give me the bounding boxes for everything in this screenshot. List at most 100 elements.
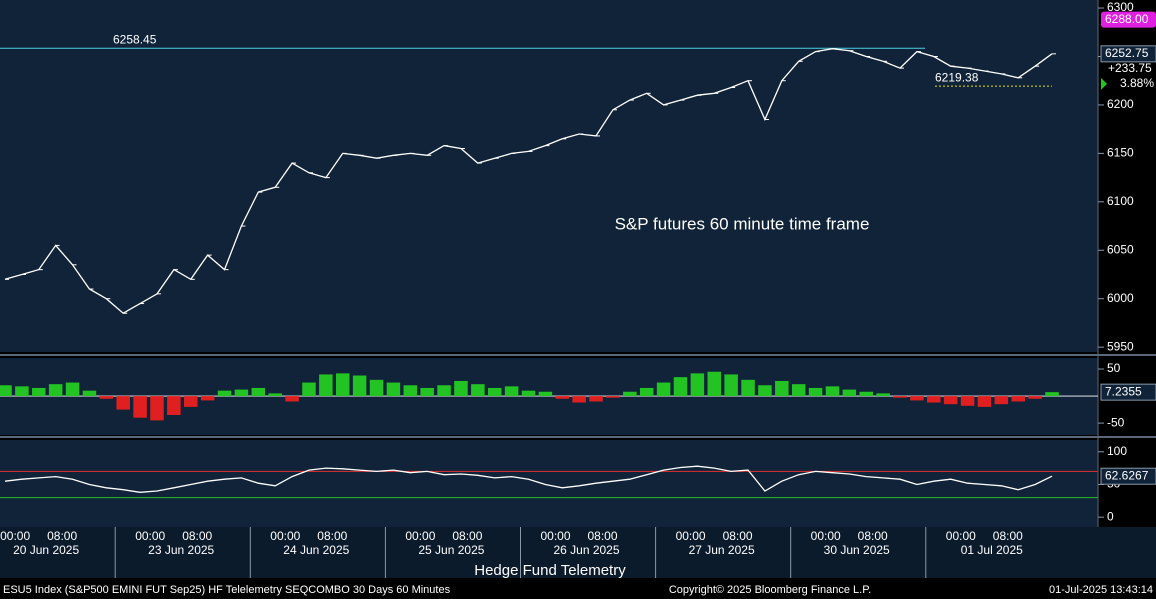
histogram-bar bbox=[825, 386, 840, 397]
x-date-label: 20 Jun 2025 bbox=[13, 543, 79, 557]
x-date-label: 27 Jun 2025 bbox=[689, 543, 755, 557]
y-tick-label: 5950 bbox=[1107, 339, 1134, 353]
histogram-bar bbox=[65, 382, 80, 397]
histogram-bar bbox=[994, 396, 1009, 405]
x-time-label: 08:00 bbox=[182, 529, 212, 543]
histogram-bar bbox=[200, 396, 215, 401]
histogram-bar bbox=[639, 387, 654, 397]
histogram-bar bbox=[133, 396, 147, 418]
histogram-bar bbox=[32, 387, 46, 397]
y-tick-label: 6100 bbox=[1107, 194, 1134, 208]
histogram-bar bbox=[48, 384, 63, 397]
histogram-bar bbox=[623, 391, 637, 397]
y-tick-label: 6200 bbox=[1107, 97, 1134, 111]
histogram-bar bbox=[758, 385, 772, 397]
footer-security: ESU5 Index (S&P500 EMINI FUT Sep25) HF T… bbox=[3, 584, 451, 596]
histogram-bar bbox=[859, 391, 873, 397]
price-tag-box bbox=[1101, 11, 1156, 28]
x-time-label: 00:00 bbox=[135, 529, 165, 543]
histogram-bar bbox=[741, 379, 755, 397]
histogram-bar bbox=[167, 396, 181, 415]
histogram-bar bbox=[673, 377, 688, 397]
x-time-label: 08:00 bbox=[452, 529, 482, 543]
y-tick-label: 0 bbox=[1107, 509, 1114, 523]
histogram-bar bbox=[420, 387, 434, 397]
histogram-bar bbox=[1011, 396, 1025, 402]
histogram-bar bbox=[876, 393, 890, 397]
x-axis-area bbox=[0, 527, 1156, 578]
x-date-label: 25 Jun 2025 bbox=[418, 543, 484, 557]
histogram-bar bbox=[302, 382, 316, 397]
level-label: 6258.45 bbox=[113, 32, 157, 46]
series-line bbox=[4, 465, 1053, 493]
y-tick-label: 6150 bbox=[1107, 146, 1134, 160]
x-date-label: 24 Jun 2025 bbox=[283, 543, 349, 557]
change-label: +233.75 bbox=[1108, 61, 1152, 75]
x-time-label: 00:00 bbox=[405, 529, 435, 543]
histogram-bar bbox=[538, 391, 553, 397]
histogram-bar bbox=[15, 386, 29, 397]
histogram-bar bbox=[927, 396, 941, 403]
x-date-label: 01 Jul 2025 bbox=[961, 543, 1023, 557]
y-tick-label: 6000 bbox=[1107, 291, 1134, 305]
histogram-bar bbox=[487, 387, 502, 397]
histogram-bar bbox=[403, 385, 418, 397]
histogram-bar bbox=[808, 387, 823, 397]
histogram-bar bbox=[268, 393, 282, 397]
price-tag: 6252.75 bbox=[1105, 46, 1149, 60]
change-pct-label: 3.88% bbox=[1120, 76, 1154, 90]
histogram-bar bbox=[99, 396, 114, 399]
histogram-bar bbox=[656, 382, 671, 397]
histogram-bar bbox=[217, 390, 232, 397]
y-tick-label: 6300 bbox=[1107, 0, 1134, 14]
footer-copyright: Copyright© 2025 Bloomberg Finance L.P. bbox=[669, 584, 871, 596]
histogram-bar bbox=[437, 385, 451, 397]
x-axis-title: Hedge Fund Telemetry bbox=[474, 562, 626, 579]
y-tick-label: 100 bbox=[1107, 444, 1127, 458]
x-date-label: 23 Jun 2025 bbox=[148, 543, 214, 557]
x-time-label: 08:00 bbox=[858, 529, 888, 543]
level-label: 6219.38 bbox=[935, 70, 979, 84]
y-tick-label: 50 bbox=[1107, 361, 1121, 375]
histogram-bar bbox=[116, 396, 130, 410]
x-time-label: 08:00 bbox=[47, 529, 77, 543]
x-time-label: 08:00 bbox=[723, 529, 753, 543]
histogram-bar bbox=[285, 396, 299, 402]
histogram-bar bbox=[842, 389, 857, 397]
histogram-bar bbox=[893, 396, 907, 398]
histogram-bar bbox=[386, 382, 401, 397]
histogram-bar bbox=[707, 371, 722, 397]
histogram-bar bbox=[0, 385, 12, 397]
up-marker bbox=[1101, 77, 1107, 90]
histogram-bar bbox=[910, 396, 924, 401]
price-panel bbox=[0, 0, 1098, 352]
price-tag-box bbox=[1100, 383, 1156, 401]
histogram-bar bbox=[454, 380, 468, 397]
price-tag-box bbox=[1100, 45, 1156, 63]
histogram-bar bbox=[555, 396, 570, 399]
histogram-bar bbox=[943, 396, 958, 405]
x-time-label: 08:00 bbox=[587, 529, 617, 543]
price-tag: 62.6267 bbox=[1105, 468, 1149, 482]
x-time-label: 00:00 bbox=[676, 529, 706, 543]
footer bbox=[0, 580, 1156, 599]
histogram-bar bbox=[977, 396, 992, 407]
histogram-bar bbox=[960, 396, 975, 406]
histogram-bar bbox=[369, 379, 384, 397]
histogram-bar bbox=[606, 396, 620, 398]
x-date-label: 30 Jun 2025 bbox=[824, 543, 890, 557]
histogram-bar bbox=[504, 386, 519, 397]
footer-timestamp: 01-Jul-2025 13:43:14 bbox=[1049, 584, 1153, 596]
histogram-bar bbox=[724, 374, 738, 397]
histogram-bar bbox=[352, 375, 367, 397]
price-tag-box bbox=[1100, 467, 1156, 485]
chart-note: S&P futures 60 minute time frame bbox=[615, 214, 870, 233]
histogram-bar bbox=[521, 390, 536, 397]
x-time-label: 08:00 bbox=[317, 529, 347, 543]
histogram-bar bbox=[791, 384, 806, 397]
x-time-label: 08:00 bbox=[993, 529, 1023, 543]
x-date-label: 26 Jun 2025 bbox=[553, 543, 619, 557]
histogram-bar bbox=[335, 373, 350, 397]
x-time-label: 00:00 bbox=[946, 529, 976, 543]
